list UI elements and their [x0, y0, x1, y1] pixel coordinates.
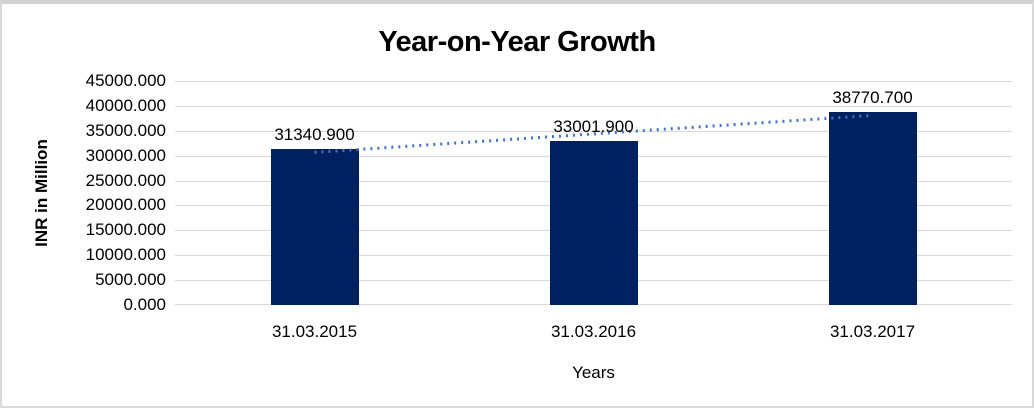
y-tick-label: 40000.000	[85, 95, 166, 115]
gridline	[175, 105, 1012, 107]
y-tick-label: 10000.000	[85, 245, 166, 265]
x-axis-title: Years	[572, 363, 615, 382]
bar-data-label: 33001.900	[553, 116, 634, 136]
x-tick-label: 31.03.2016	[550, 322, 637, 341]
gridline	[175, 130, 1012, 132]
plot-area	[175, 81, 1012, 305]
y-tick-label: 30000.000	[85, 145, 166, 165]
gridline	[175, 81, 1012, 82]
y-tick-label: 15000.000	[85, 220, 166, 240]
y-tick-label: 25000.000	[85, 170, 166, 190]
bar-31.03.2016[interactable]	[549, 140, 638, 305]
x-tick-label: 31.03.2017	[829, 322, 916, 341]
bar-data-label: 31340.900	[274, 124, 355, 144]
y-tick-label: 35000.000	[85, 120, 166, 140]
trendline[interactable]	[175, 81, 1012, 305]
bar-31.03.2017[interactable]	[828, 112, 917, 305]
x-tick-label: 31.03.2015	[271, 322, 358, 341]
bar-data-label: 38770.700	[832, 88, 913, 107]
y-tick-label: 5000.000	[95, 270, 166, 290]
chart-title: Year-on-Year Growth	[378, 26, 656, 58]
y-tick-label: 45000.000	[85, 71, 166, 90]
bar-31.03.2015[interactable]	[270, 148, 359, 305]
y-tick-label: 20000.000	[85, 195, 166, 215]
y-tick-label: 0.000	[123, 295, 166, 314]
